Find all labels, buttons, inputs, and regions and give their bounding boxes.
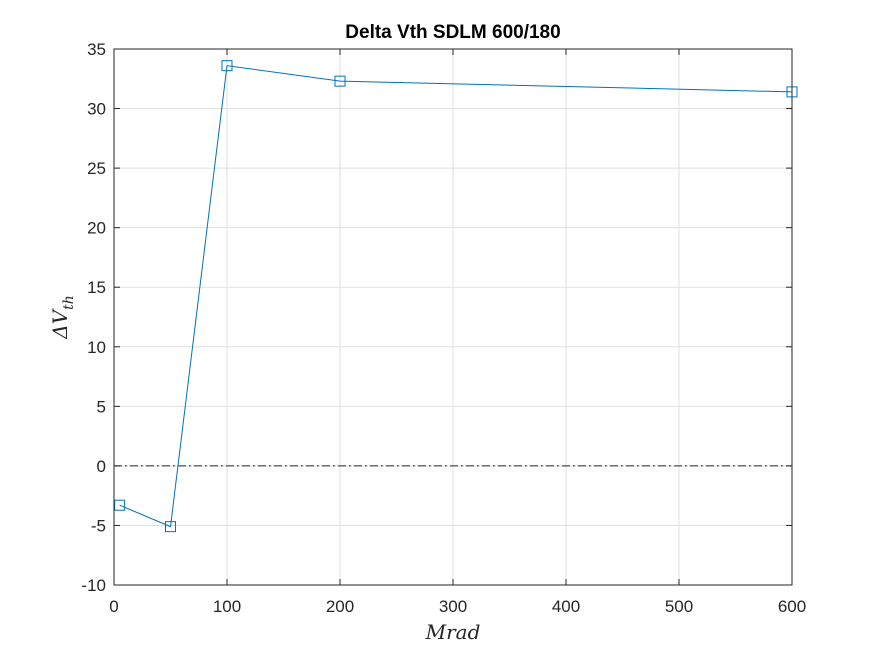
data-point-marker [221,60,233,72]
y-tick-label: -10 [81,576,106,595]
x-tick-label: 200 [326,597,354,616]
data-point-marker [165,521,176,533]
y-tick-label: 5 [97,397,106,416]
y-tick-label: 20 [87,219,106,238]
y-tick-label: 35 [87,40,106,59]
y-tick-label: -5 [91,516,106,535]
y-axis-label: ΔVth [48,295,77,340]
y-tick-label: 15 [87,278,106,297]
x-axis-label: Mrad [425,620,481,644]
data-point-marker [114,499,126,511]
x-tick-label: 600 [778,597,806,616]
x-tick-label: 400 [552,597,580,616]
tick-layer: 0 100 200 300 400 500 600 -10 -5 0 5 10 15 20 25 30 35 [81,40,806,616]
y-tick-label: 0 [97,457,106,476]
data-point-marker [334,75,346,87]
y-tick-label: 30 [87,100,106,119]
x-tick-label: 0 [109,597,118,616]
y-tick-label: 25 [87,159,106,178]
y-tick-label: 10 [87,338,106,357]
x-tick-label: 100 [213,597,241,616]
x-tick-label: 300 [439,597,467,616]
y-axis-label-subscript: th [61,295,77,310]
y-axis-label-main: ΔV [48,307,72,339]
chart-title: Delta Vth SDLM 600/180 [345,22,560,43]
x-tick-label: 500 [665,597,693,616]
grid-layer [114,49,792,585]
series-line [119,65,793,528]
